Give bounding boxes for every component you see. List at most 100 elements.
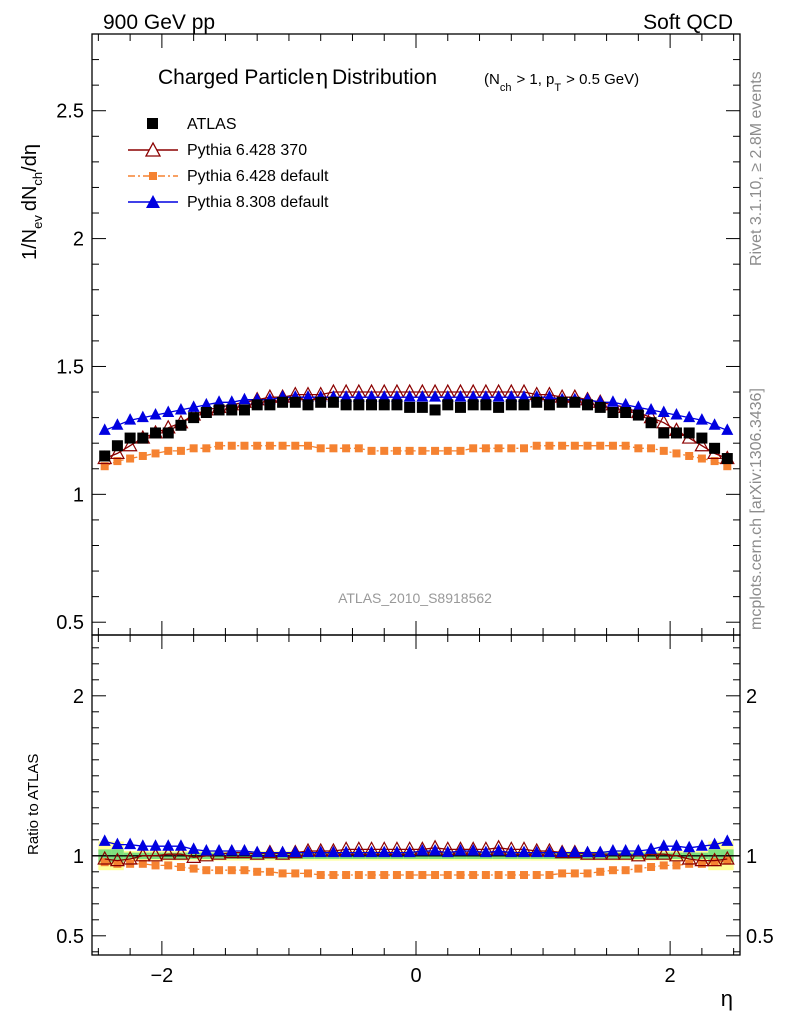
data-point-pythia8-default [289,845,302,858]
data-point-pythia6-default [418,446,427,455]
series-line [104,445,728,467]
ratio-plot-area [92,834,740,879]
data-point-pythia8-default [467,390,480,402]
data-point-pythia6-default [240,441,249,450]
header-category-label: Soft QCD [643,11,733,34]
data-point-pythia6-370 [186,849,202,864]
y-tick-label-right: 0.5 [746,926,774,948]
data-point-pythia6-default [342,871,351,879]
data-point-pythia8-default [378,390,391,402]
data-point-atlas [416,401,428,413]
data-point-atlas [721,453,733,465]
data-point-pythia8-default [403,845,416,858]
data-point-pythia6-370 [694,437,710,452]
data-point-pythia8-default [98,423,111,435]
data-point-pythia8-default [174,402,187,415]
data-point-pythia8-default [721,423,734,435]
data-point-pythia6-default [367,871,376,879]
legend-marker-pythia6-default [149,172,157,180]
data-point-pythia8-default [416,844,429,856]
data-point-pythia6-default [494,871,503,879]
data-point-pythia6-default [469,444,478,453]
data-point-pythia6-default [520,444,528,453]
data-point-pythia8-default [238,844,251,856]
data-point-pythia6-default [405,446,414,455]
data-point-pythia6-default [456,446,465,455]
data-point-pythia6-default [710,457,719,466]
data-point-pythia8-default [225,395,238,407]
data-point-atlas [493,401,505,413]
data-point-pythia6-370 [109,445,125,460]
mcplots-reference-label: mcplots.cern.ch [arXiv:1306.3436] [748,388,765,630]
data-point-atlas [696,432,708,444]
data-point-atlas [454,401,466,413]
main-plot-area [97,383,735,471]
data-point-pythia8-default [162,405,175,418]
data-point-pythia6-370 [694,852,710,867]
data-point-pythia6-default [443,446,452,455]
data-point-pythia8-default [606,395,619,407]
data-point-pythia6-default [253,867,262,876]
data-point-pythia8-default [543,390,556,402]
data-point-pythia6-default [431,871,440,879]
data-point-pythia6-default [215,866,224,875]
y-tick-label: 0.5 [56,612,84,634]
data-point-pythia8-default [340,845,353,858]
data-point-pythia6-default [253,441,262,450]
data-point-pythia6-default [189,864,198,873]
y-tick-label-right: 2 [746,686,757,708]
data-point-pythia8-default [657,839,670,851]
legend: ATLAS Pythia 6.428 370 Pythia 6.428 defa… [128,116,329,211]
legend-marker-pythia6-370 [144,141,162,157]
y-tick-label: 2 [73,229,84,251]
data-point-pythia8-default [111,837,124,850]
y-tick-label: 2 [73,686,84,708]
data-point-pythia6-default [227,866,236,875]
data-point-pythia6-default [545,871,554,879]
data-point-pythia6-default [304,869,312,878]
data-point-pythia8-default [581,845,594,858]
x-tick-label: 0 [410,965,421,987]
data-point-pythia8-default [403,390,416,402]
data-point-pythia8-default [200,844,213,856]
data-point-pythia8-default [378,845,391,858]
data-point-atlas [264,399,276,411]
x-tick-label: −2 [150,965,173,987]
ratio-plot-frame [91,634,741,956]
rivet-version-label: Rivet 3.1.10, ≥ 2.8M events [748,71,765,266]
data-point-pythia8-default [543,845,556,858]
data-point-pythia8-default [314,845,327,858]
legend-label-pythia6-370: Pythia 6.428 370 [187,142,307,159]
data-point-atlas [683,427,695,439]
data-point-pythia6-default [189,444,198,453]
data-point-pythia6-default [456,871,465,879]
data-point-pythia6-default [481,444,490,453]
data-point-pythia6-default [329,444,338,453]
data-point-pythia8-default [98,834,111,846]
data-point-pythia6-default [659,861,668,870]
data-point-atlas [480,399,492,411]
data-point-pythia8-default [200,397,213,410]
data-point-pythia6-default [380,871,389,879]
data-point-pythia8-default [505,390,518,402]
data-point-pythia6-default [545,441,554,450]
data-point-pythia6-default [723,856,732,865]
data-point-pythia6-default [621,441,630,450]
data-point-pythia6-default [647,444,656,453]
data-point-pythia8-default [225,844,238,856]
y-axis-label: 1/NevdNch/dη [19,144,45,260]
ratio-panel: 0.5 0.5 1 1 2 2 −2 0 2 Ratio to ATLAS η [25,634,774,1011]
data-point-pythia8-default [632,844,645,856]
data-point-pythia6-default [697,859,706,868]
data-point-pythia6-default [100,858,109,867]
data-point-atlas [620,407,632,419]
data-point-atlas [353,399,365,411]
data-point-pythia8-default [416,390,429,402]
data-point-pythia8-default [479,390,492,402]
data-point-pythia8-default [467,844,480,856]
data-point-pythia8-default [136,839,149,851]
data-point-pythia6-default [520,871,528,879]
data-point-pythia6-default [558,869,567,878]
data-point-atlas [200,407,212,419]
data-point-atlas [162,427,174,439]
